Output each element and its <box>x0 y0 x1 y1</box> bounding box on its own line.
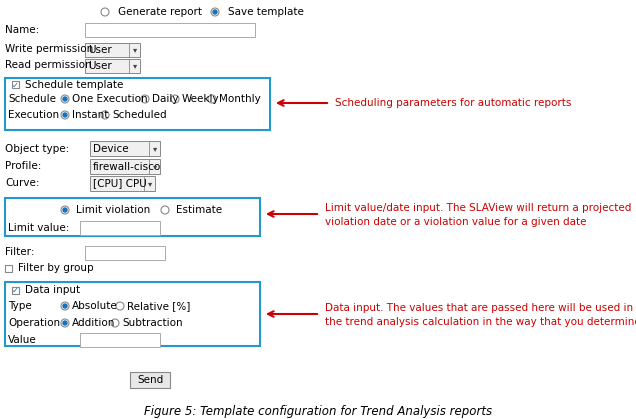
Text: the trend analysis calculation in the way that you determine: the trend analysis calculation in the wa… <box>325 317 636 327</box>
Bar <box>130 372 170 388</box>
Text: Type: Type <box>8 301 32 311</box>
Bar <box>80 333 160 347</box>
Text: ✓: ✓ <box>11 80 18 90</box>
Text: Limit value:: Limit value: <box>8 223 69 233</box>
Text: Monthly: Monthly <box>219 94 261 104</box>
Text: ▾: ▾ <box>153 144 157 153</box>
Text: Limit violation: Limit violation <box>76 205 150 215</box>
Text: Limit value/date input. The SLAView will return a projected: Limit value/date input. The SLAView will… <box>325 203 632 213</box>
Text: Filter by group: Filter by group <box>18 263 93 273</box>
Text: Device: Device <box>93 143 128 153</box>
Text: Curve:: Curve: <box>5 178 39 188</box>
Text: Operation: Operation <box>8 318 60 328</box>
Bar <box>4 264 11 272</box>
Text: Write permission: Write permission <box>5 44 93 54</box>
Text: Execution: Execution <box>8 110 59 120</box>
Text: Profile:: Profile: <box>5 161 41 171</box>
Bar <box>90 176 155 191</box>
Circle shape <box>213 10 217 14</box>
Circle shape <box>63 97 67 101</box>
Bar <box>80 221 160 235</box>
Text: Weekly: Weekly <box>182 94 219 104</box>
Bar <box>5 198 260 236</box>
Bar <box>85 59 140 73</box>
Text: Read permission: Read permission <box>5 60 92 70</box>
Text: ▾: ▾ <box>153 162 157 171</box>
Text: firewall-cisco: firewall-cisco <box>93 161 162 171</box>
Text: ▾: ▾ <box>133 62 137 70</box>
Text: Generate report: Generate report <box>118 7 202 17</box>
Text: ▾: ▾ <box>133 46 137 54</box>
Text: Object type:: Object type: <box>5 144 69 154</box>
Text: User: User <box>88 61 112 71</box>
Circle shape <box>63 321 67 325</box>
Text: Absolute: Absolute <box>72 301 118 311</box>
Text: Relative [%]: Relative [%] <box>127 301 190 311</box>
Text: Figure 5: Template configuration for Trend Analysis reports: Figure 5: Template configuration for Tre… <box>144 404 492 417</box>
Text: Data input. The values that are passed here will be used in: Data input. The values that are passed h… <box>325 303 633 313</box>
Text: violation date or a violation value for a given date: violation date or a violation value for … <box>325 217 586 227</box>
Circle shape <box>63 113 67 117</box>
Text: Data input: Data input <box>25 285 80 295</box>
Text: Addition: Addition <box>72 318 115 328</box>
Text: Name:: Name: <box>5 25 39 35</box>
Text: [CPU] CPU: [CPU] CPU <box>93 178 147 189</box>
Text: Send: Send <box>137 375 163 385</box>
Text: ✓: ✓ <box>11 285 18 295</box>
Text: One Execution: One Execution <box>72 94 148 104</box>
Bar <box>11 82 18 88</box>
Bar <box>85 246 165 260</box>
Text: Value: Value <box>8 335 37 345</box>
Bar <box>5 282 260 346</box>
Text: Save template: Save template <box>228 7 304 17</box>
Text: Scheduling parameters for automatic reports: Scheduling parameters for automatic repo… <box>335 98 571 108</box>
Bar <box>85 23 255 37</box>
Bar <box>90 141 160 156</box>
Text: Scheduled: Scheduled <box>112 110 167 120</box>
Circle shape <box>63 304 67 308</box>
Circle shape <box>63 208 67 212</box>
Text: Daily: Daily <box>152 94 179 104</box>
Bar <box>5 78 270 130</box>
Text: Estimate: Estimate <box>176 205 222 215</box>
Text: Instant: Instant <box>72 110 108 120</box>
Text: ▾: ▾ <box>148 179 152 188</box>
Text: Filter:: Filter: <box>5 247 34 257</box>
Bar <box>90 159 160 174</box>
Text: User: User <box>88 45 112 55</box>
Text: Schedule: Schedule <box>8 94 56 104</box>
Bar <box>11 287 18 293</box>
Text: Subtraction: Subtraction <box>122 318 183 328</box>
Bar <box>85 43 140 57</box>
Text: Schedule template: Schedule template <box>25 80 123 90</box>
